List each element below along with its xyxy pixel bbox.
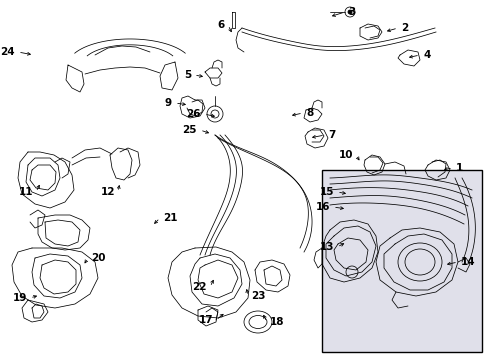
- Text: 20: 20: [91, 253, 105, 263]
- Text: 17: 17: [198, 315, 213, 325]
- Text: 26: 26: [186, 109, 201, 119]
- Text: 5: 5: [183, 70, 191, 80]
- Text: 22: 22: [192, 282, 206, 292]
- Text: 25: 25: [182, 125, 197, 135]
- Text: 14: 14: [460, 257, 475, 267]
- Circle shape: [206, 106, 223, 122]
- Text: 10: 10: [338, 150, 352, 160]
- Text: 8: 8: [305, 108, 313, 118]
- Text: 18: 18: [269, 317, 284, 327]
- Text: 13: 13: [319, 242, 333, 252]
- Text: 21: 21: [163, 213, 177, 223]
- Bar: [321, 170, 481, 352]
- Text: 6: 6: [217, 20, 224, 30]
- Text: 3: 3: [347, 7, 354, 17]
- Text: 9: 9: [164, 98, 172, 108]
- Text: 7: 7: [327, 130, 335, 140]
- Text: 23: 23: [250, 291, 265, 301]
- Text: 12: 12: [101, 187, 115, 197]
- Text: 19: 19: [13, 293, 27, 303]
- Text: 4: 4: [422, 50, 429, 60]
- Text: 1: 1: [455, 163, 462, 173]
- Text: 24: 24: [0, 47, 15, 57]
- Text: 15: 15: [319, 187, 333, 197]
- Circle shape: [347, 10, 351, 14]
- Text: 16: 16: [315, 202, 329, 212]
- Text: 2: 2: [400, 23, 407, 33]
- Text: 11: 11: [19, 187, 33, 197]
